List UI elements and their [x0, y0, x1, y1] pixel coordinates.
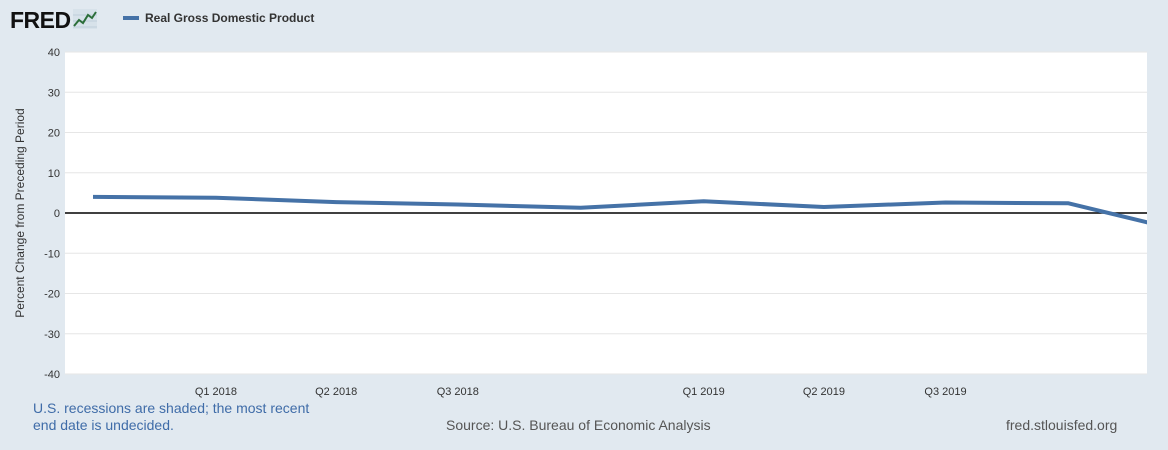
y-tick-label: 30 — [48, 87, 60, 99]
site-url[interactable]: fred.stlouisfed.org — [1006, 417, 1118, 433]
legend-label: Real Gross Domestic Product — [145, 11, 315, 25]
line-chart-icon — [72, 8, 97, 34]
y-axis-label: Percent Change from Preceding Period — [13, 108, 27, 317]
y-tick-label: -40 — [44, 369, 60, 381]
legend-swatch — [123, 16, 139, 20]
recession-note: U.S. recessions are shaded; the most rec… — [33, 400, 310, 433]
x-tick-label: Q1 2019 — [683, 386, 725, 398]
fred-logo-text: FRED — [10, 6, 71, 33]
x-tick-label: Q3 2019 — [924, 386, 966, 398]
source-text: Source: U.S. Bureau of Economic Analysis — [446, 417, 711, 433]
y-tick-label: 0 — [54, 208, 60, 220]
x-tick-label: Q2 2019 — [803, 386, 845, 398]
y-tick-label: -20 — [44, 289, 60, 301]
y-tick-label: 10 — [48, 168, 60, 180]
y-tick-label: 40 — [48, 47, 60, 59]
gdp-line-chart: 40 30 20 10 0 -10 -20 -30 -40 Q1 2018 Q2 2018 Q3 20… — [13, 47, 1147, 398]
x-tick-label: Q3 2018 — [437, 386, 479, 398]
y-tick-label: -30 — [44, 329, 60, 341]
x-tick-label: Q2 2018 — [315, 386, 357, 398]
chart-legend: Real Gross Domestic Product — [123, 11, 314, 25]
y-tick-label: -10 — [44, 248, 60, 260]
y-tick-label: 20 — [48, 128, 60, 140]
series-line — [92, 194, 1147, 225]
fred-logo[interactable]: FRED — [10, 6, 97, 34]
x-tick-label: Q1 2018 — [195, 386, 237, 398]
